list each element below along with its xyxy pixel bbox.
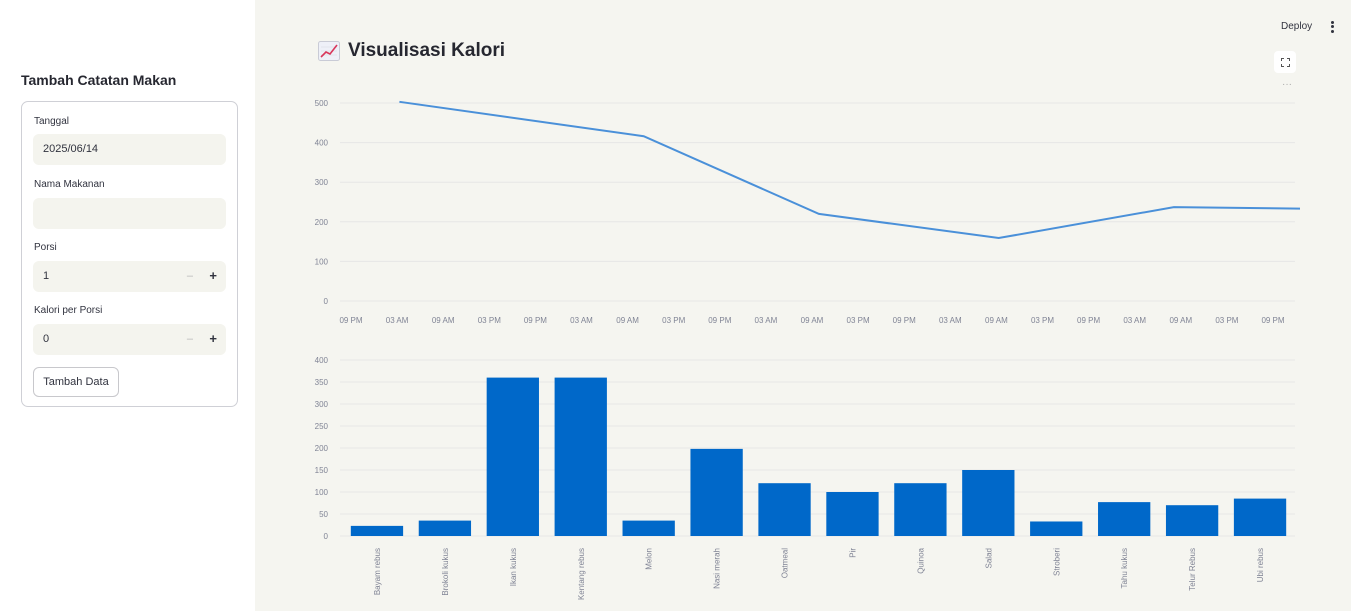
bar-chart-x-tick: Tahu kukus	[1120, 548, 1129, 588]
calorie-decrement-button[interactable]: –	[186, 333, 193, 345]
portion-label: Porsi	[34, 242, 57, 253]
line-chart-y-tick: 500	[315, 99, 329, 108]
line-chart-x-tick: 09 PM	[339, 316, 362, 325]
bar-chart-x-tick: Bayam rebus	[373, 548, 382, 595]
line-chart-y-tick: 400	[315, 139, 329, 148]
bar-chart-y-tick: 0	[324, 532, 329, 541]
food-entry-form: Tanggal 2025/06/14 Nama Makanan Porsi 1 …	[21, 101, 238, 407]
page-title-text: Visualisasi Kalori	[348, 40, 506, 61]
bar-chart-bar	[622, 520, 675, 536]
bar-chart-x-tick: Ikan kukus	[509, 548, 518, 586]
line-chart-x-tick: 03 PM	[847, 316, 870, 325]
calorie-stepper[interactable]: 0 – +	[33, 324, 226, 355]
bar-chart: 0 50 100 150 200 250 300 350 400 Bayam rebus Broko…	[315, 356, 1295, 600]
bar-chart-x-tick: Stroberi	[1052, 548, 1061, 576]
line-chart-x-tick: 09 PM	[1077, 316, 1100, 325]
bar-chart-bar	[1030, 521, 1083, 536]
bar-chart-bar	[554, 377, 607, 536]
bar-chart-bar	[758, 483, 811, 536]
line-chart-x-tick: 09 PM	[708, 316, 731, 325]
bar-chart-bar	[894, 483, 947, 536]
line-chart-x-tick: 03 AM	[570, 316, 593, 325]
bar-chart-bar	[1165, 505, 1219, 536]
sidebar: Tambah Catatan Makan Tanggal 2025/06/14 …	[0, 0, 255, 611]
portion-stepper[interactable]: 1 – +	[33, 261, 226, 292]
add-data-button[interactable]: Tambah Data	[33, 367, 119, 397]
bar-chart-x-tick: Telur Rebus	[1188, 548, 1197, 591]
line-chart-x-tick: 09 PM	[893, 316, 916, 325]
bar-chart-bar	[418, 520, 472, 536]
calorie-value: 0	[43, 333, 50, 345]
line-chart-x-tick: 03 PM	[1031, 316, 1054, 325]
line-chart-x-tick: 03 AM	[939, 316, 962, 325]
bar-chart-x-tick: Oatmeal	[781, 548, 790, 578]
line-chart-x-tick: 09 AM	[1169, 316, 1192, 325]
line-chart-x-tick: 09 AM	[801, 316, 824, 325]
line-chart-x-tick: 09 AM	[616, 316, 639, 325]
food-name-input[interactable]	[33, 198, 226, 229]
bar-chart-x-tick: Quinoa	[916, 547, 925, 573]
line-chart-y-tick: 200	[315, 218, 329, 227]
calorie-increment-button[interactable]: +	[209, 331, 217, 346]
line-chart-x-tick: 03 AM	[755, 316, 778, 325]
line-chart-x-tick: 09 AM	[432, 316, 455, 325]
bar-chart-bar	[826, 492, 879, 536]
deploy-button[interactable]: Deploy	[1281, 21, 1313, 32]
line-chart-x-tick: 09 PM	[524, 316, 547, 325]
line-chart-x-tick: 09 AM	[985, 316, 1008, 325]
calorie-label: Kalori per Porsi	[34, 305, 103, 316]
fullscreen-glyph	[1280, 57, 1290, 67]
bar-chart-x-tick: Ubi rebus	[1256, 548, 1265, 582]
vertical-ellipsis-icon[interactable]	[1327, 19, 1337, 35]
bar-chart-y-tick: 150	[315, 466, 329, 475]
page-title: Visualisasi Kalori	[318, 40, 505, 62]
bar-chart-y-tick: 200	[315, 444, 329, 453]
date-label: Tanggal	[34, 116, 70, 127]
line-chart-y-tick: 100	[315, 257, 329, 266]
bar-chart-y-tick: 50	[319, 510, 328, 519]
bar-chart-y-tick: 250	[315, 422, 329, 431]
food-name-label: Nama Makanan	[34, 179, 105, 190]
bar-chart-bar	[1098, 502, 1151, 536]
bar-chart-bar	[962, 470, 1015, 536]
date-input[interactable]: 2025/06/14	[33, 134, 226, 165]
bar-chart-x-tick: Kentang rebus	[577, 548, 586, 600]
bar-chart-bar	[486, 377, 539, 536]
bar-chart-y-tick: 100	[315, 488, 329, 497]
bar-chart-x-tick: Brokoli kukus	[441, 548, 450, 596]
sidebar-title: Tambah Catatan Makan	[21, 72, 177, 88]
bar-chart-x-tick: Nasi merah	[713, 548, 722, 589]
line-chart: 0 100 200 300 400 500 09 PM 03 AM 09 AM 03 PM 09 P…	[315, 99, 1300, 325]
bar-chart-bar	[350, 525, 404, 536]
line-chart-series-line	[399, 100, 1300, 240]
portion-decrement-button[interactable]: –	[186, 270, 193, 282]
line-chart-x-tick: 03 PM	[662, 316, 685, 325]
bar-chart-bar	[690, 448, 743, 536]
line-chart-y-tick: 300	[315, 178, 329, 187]
portion-increment-button[interactable]: +	[209, 268, 217, 283]
bar-chart-x-tick: Melon	[645, 548, 654, 570]
bar-chart-y-tick: 300	[315, 400, 329, 409]
line-chart-y-tick: 0	[324, 297, 329, 306]
line-chart-x-tick: 03 PM	[478, 316, 501, 325]
bar-chart-y-tick: 400	[315, 356, 329, 365]
fullscreen-icon[interactable]	[1274, 51, 1296, 73]
portion-value: 1	[43, 270, 50, 282]
more-horizontal-icon[interactable]: ···	[1282, 79, 1292, 90]
bar-chart-bar	[1233, 498, 1287, 536]
chart-increasing-icon	[318, 41, 340, 61]
line-chart-x-tick: 09 PM	[1261, 316, 1284, 325]
bar-chart-x-tick: Salad	[984, 548, 993, 568]
line-chart-x-tick: 03 PM	[1215, 316, 1238, 325]
bar-chart-x-tick: Pir	[848, 548, 857, 558]
line-chart-x-tick: 03 AM	[1123, 316, 1146, 325]
line-chart-x-tick: 03 AM	[386, 316, 409, 325]
bar-chart-y-tick: 350	[315, 378, 329, 387]
